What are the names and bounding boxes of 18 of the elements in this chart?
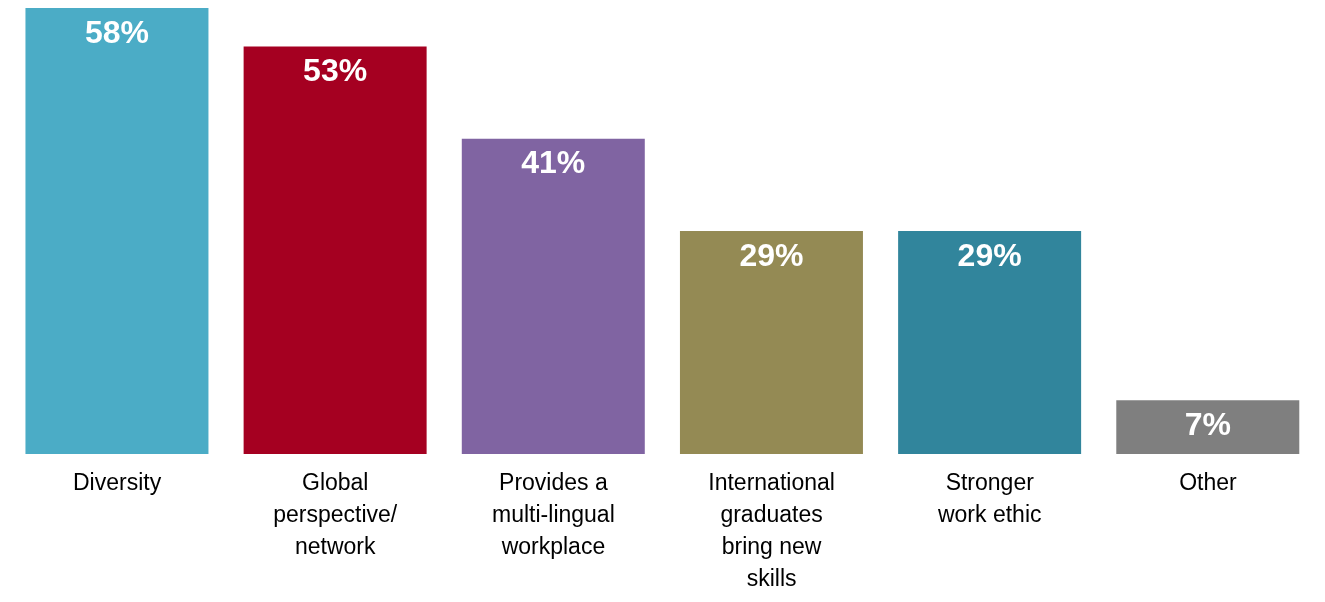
bar (898, 231, 1082, 454)
x-tick-label: Global perspective/ network (273, 469, 398, 559)
data-label: 29% (957, 236, 1022, 273)
bar (25, 8, 209, 454)
data-label: 53% (303, 52, 368, 89)
data-label: 29% (739, 236, 804, 273)
x-tick-label: International graduates bring new skills (708, 469, 835, 591)
x-tick-label: Other (1179, 469, 1238, 495)
x-tick-label: Provides a multi-lingual workplace (492, 469, 615, 559)
data-label: 7% (1184, 405, 1231, 442)
x-tick-label: Diversity (73, 469, 162, 495)
bar (679, 231, 863, 454)
x-tick-label: Stronger work ethic (936, 469, 1042, 527)
bar (461, 138, 645, 454)
bar (243, 46, 427, 454)
bar (1116, 400, 1300, 454)
data-label: 41% (521, 144, 586, 181)
data-label: 58% (84, 13, 149, 50)
